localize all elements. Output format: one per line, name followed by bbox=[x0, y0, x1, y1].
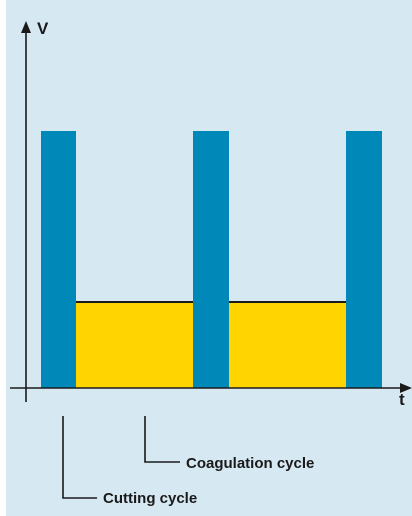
coagulation-leader-line bbox=[144, 416, 180, 463]
cutting-pulse-3 bbox=[346, 131, 382, 388]
y-axis-arrow-icon bbox=[21, 21, 31, 33]
cutting-pulse-1 bbox=[41, 131, 76, 388]
cutting-pulse-2 bbox=[193, 131, 229, 388]
x-axis-arrow-icon bbox=[400, 383, 412, 393]
x-axis-label: t bbox=[399, 390, 405, 409]
y-axis-label: V bbox=[37, 19, 49, 38]
cutting-cycle-label: Cutting cycle bbox=[103, 490, 197, 507]
coagulation-cycle-label: Coagulation cycle bbox=[186, 455, 314, 472]
coagulation-block-1 bbox=[76, 302, 193, 388]
coagulation-block-2 bbox=[229, 302, 346, 388]
cutting-leader-line bbox=[62, 416, 97, 499]
